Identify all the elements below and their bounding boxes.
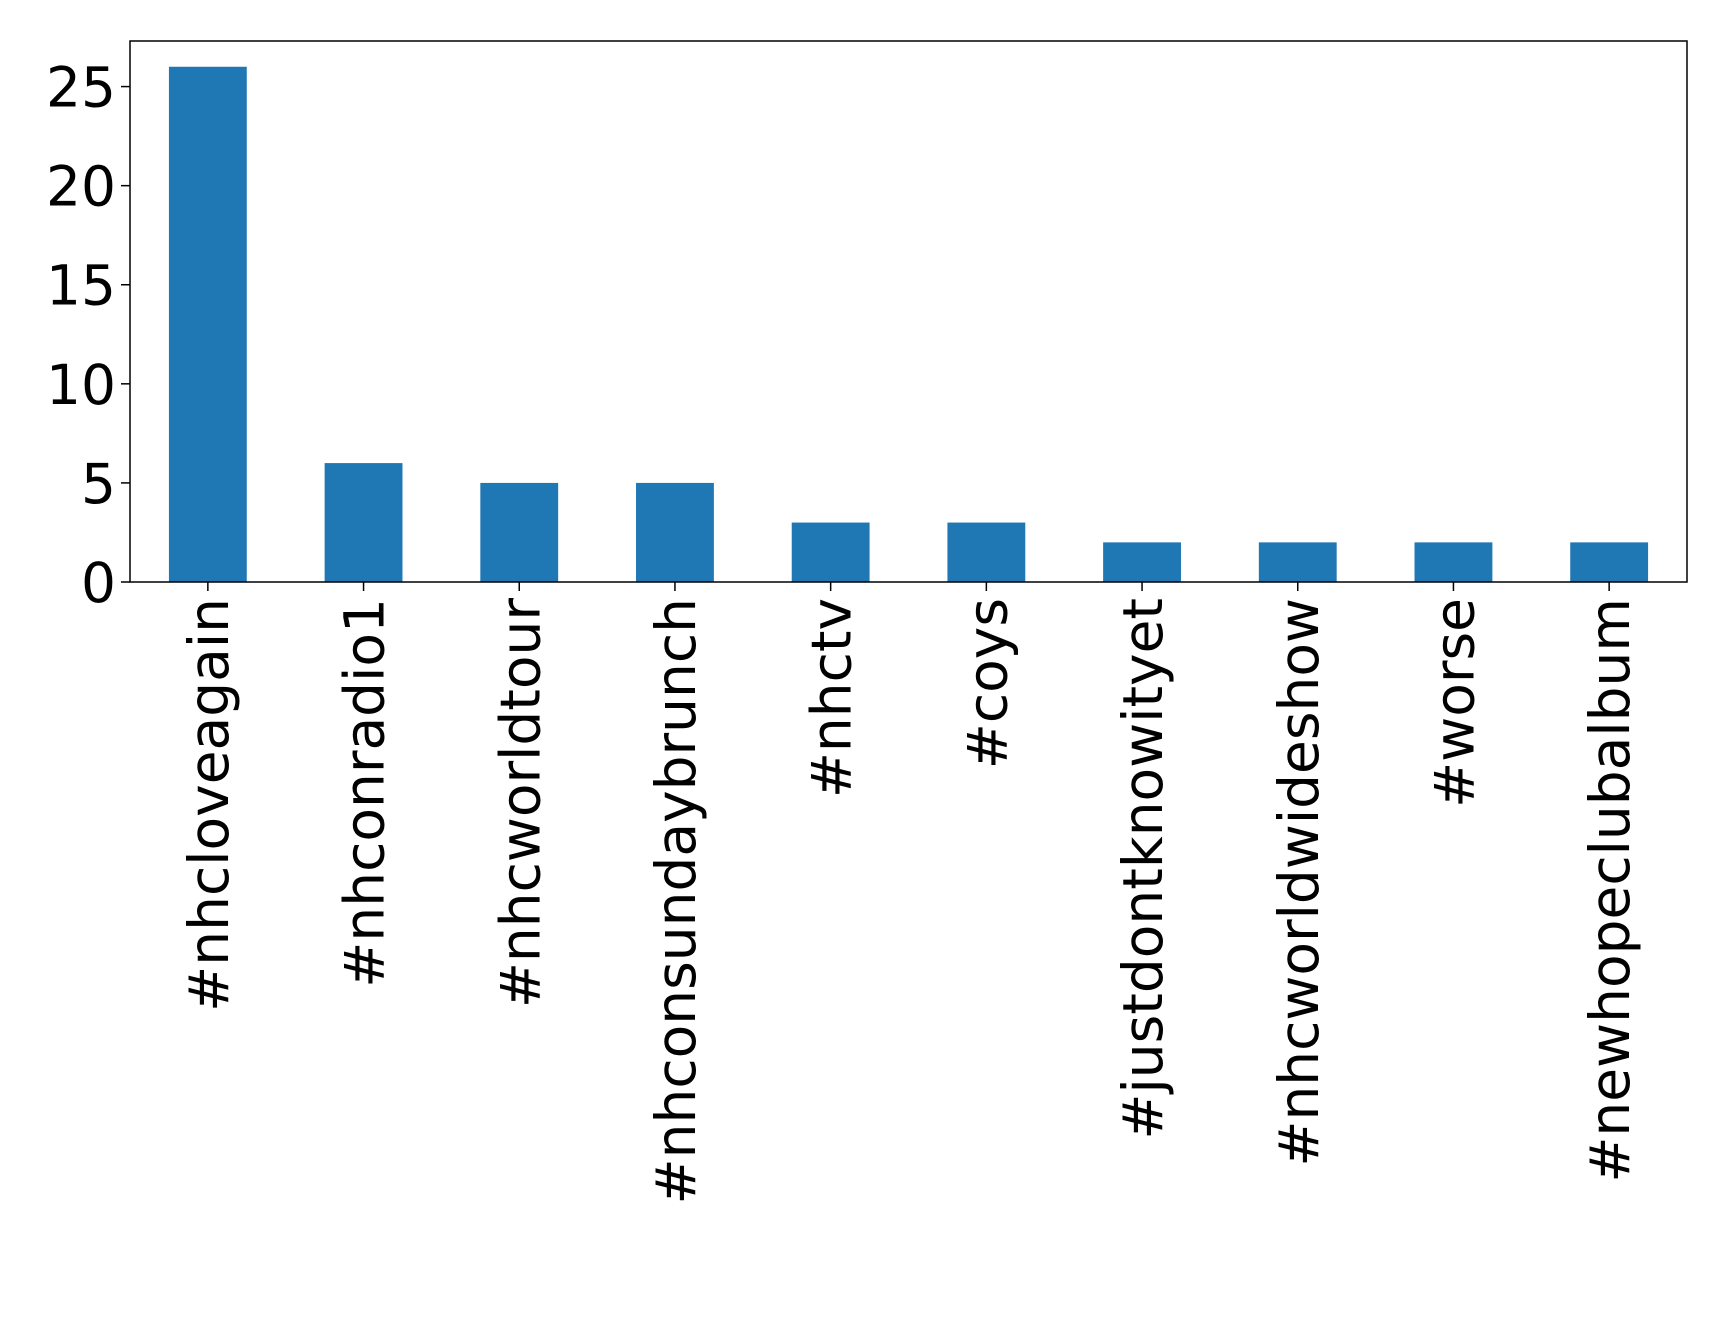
y-tick-label: 5 xyxy=(81,452,116,516)
bar xyxy=(1258,542,1337,582)
bar xyxy=(480,482,559,582)
bar xyxy=(324,463,403,582)
y-tick-label: 15 xyxy=(46,254,116,318)
x-tick-label: #nhcloveagain xyxy=(177,598,241,1012)
plot-frame xyxy=(129,40,1688,583)
bar xyxy=(1103,542,1181,582)
x-tick-label: #nhcworldtour xyxy=(488,598,552,1009)
y-tick-label: 10 xyxy=(46,353,116,417)
bar xyxy=(1570,542,1649,582)
x-tick-label: #nhcworldwideshow xyxy=(1267,598,1331,1167)
y-tick-label: 25 xyxy=(46,56,116,120)
y-tick-label: 20 xyxy=(46,155,116,219)
bar xyxy=(1414,542,1493,582)
bar xyxy=(791,522,870,582)
bar xyxy=(168,66,247,582)
x-tick-label: #nhconsundaybrunch xyxy=(644,598,708,1204)
x-tick-label: #worse xyxy=(1422,598,1486,808)
bar xyxy=(636,482,714,582)
y-tick-label: 0 xyxy=(81,551,116,615)
x-tick-label: #justdontknowityet xyxy=(1111,598,1175,1140)
x-tick-label: #newhopeclubalbum xyxy=(1578,598,1642,1183)
x-tick-label: #nhctv xyxy=(800,598,864,798)
x-tick-label: #nhconradio1 xyxy=(333,598,397,988)
x-tick-label: #coys xyxy=(955,598,1019,769)
bar xyxy=(947,522,1026,582)
